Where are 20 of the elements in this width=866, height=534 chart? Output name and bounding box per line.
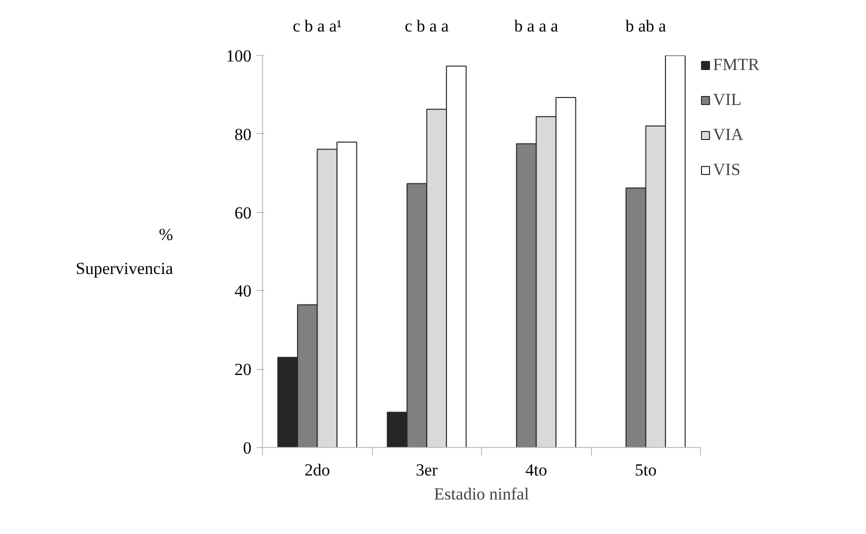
y-tick-label: 40 (234, 282, 252, 301)
y-axis-title: % Supervivencia (76, 224, 174, 278)
text: b ab a (625, 16, 666, 36)
text: c b a a¹ (292, 16, 342, 36)
x-tick-label: 4to (525, 460, 548, 480)
x-axis-title: Estadio ninfal (434, 484, 530, 504)
text: b a a a (514, 16, 559, 36)
legend-label: VIL (713, 90, 742, 110)
x-tick-label: 3er (416, 460, 438, 480)
x-tick-label: 2do (304, 460, 330, 480)
legend-label: FMTR (713, 55, 760, 75)
legend-label: VIA (713, 125, 744, 145)
y-tick-label: 0 (243, 438, 252, 458)
x-tick-label: 5to (634, 460, 657, 480)
y-tick-label: 80 (234, 124, 252, 144)
y-tick-label: 60 (234, 203, 252, 222)
text: c b a a (404, 16, 450, 36)
legend-label: VIS (713, 160, 740, 180)
y-tick-label: 100 (226, 46, 252, 66)
y-tick-label: 20 (234, 360, 252, 380)
